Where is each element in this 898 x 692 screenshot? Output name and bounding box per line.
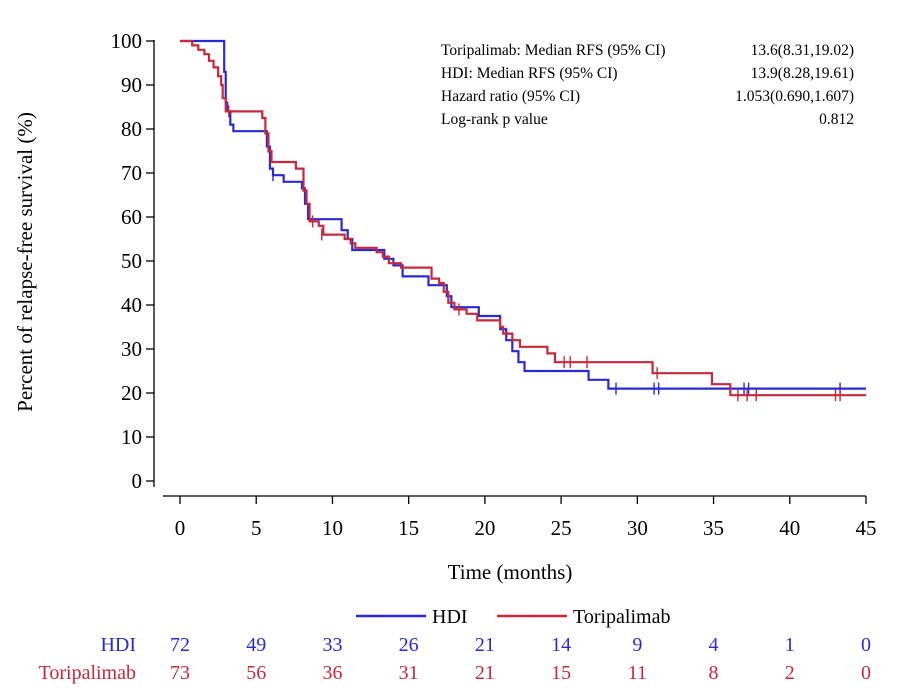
risk-row-label-hdi: HDI [100, 634, 136, 656]
risk-count-hdi: 72 [170, 634, 190, 656]
risk-count-toripalimab: 56 [246, 662, 266, 684]
x-tick-label: 15 [398, 516, 419, 540]
stat-label-3: Hazard ratio (95% CI) [441, 88, 580, 105]
stat-value-3: 1.053(0.690,1.607) [735, 88, 854, 105]
y-tick-label: 60 [121, 205, 142, 229]
y-tick-label: 50 [121, 249, 142, 273]
km-curve-toripalimab [180, 39, 866, 397]
x-ticks: 0 5 10 15 20 25 30 35 40 45 [175, 496, 877, 540]
x-tick-label: 35 [703, 516, 724, 540]
y-tick-label: 90 [121, 73, 142, 97]
risk-row-label-toripalimab: Toripalimab [39, 662, 136, 684]
y-tick-label: 20 [121, 381, 142, 405]
x-tick-label: 25 [551, 516, 572, 540]
legend: HDI Toripalimab [356, 606, 670, 628]
x-tick-label: 30 [627, 516, 648, 540]
risk-count-toripalimab: 21 [475, 662, 495, 684]
stat-value-1: 13.6(8.31,19.02) [751, 42, 854, 59]
y-tick-label: 30 [121, 337, 142, 361]
x-tick-label: 20 [474, 516, 495, 540]
risk-count-hdi: 0 [861, 634, 871, 656]
risk-count-hdi: 9 [632, 634, 642, 656]
risk-count-toripalimab: 0 [861, 662, 871, 684]
risk-count-hdi: 14 [551, 634, 571, 656]
y-ticks: 0 10 20 30 40 50 60 70 80 90 100 [111, 29, 154, 493]
stat-label-2: HDI: Median RFS (95% CI) [441, 65, 618, 82]
risk-count-toripalimab: 31 [399, 662, 419, 684]
x-axis-title: Time (months) [448, 560, 573, 584]
risk-count-toripalimab: 2 [785, 662, 795, 684]
risk-count-hdi: 1 [785, 634, 795, 656]
x-tick-label: 10 [322, 516, 343, 540]
risk-count-hdi: 21 [475, 634, 495, 656]
risk-count-hdi: 26 [399, 634, 419, 656]
x-tick-label: 5 [251, 516, 262, 540]
stat-label-1: Toripalimab: Median RFS (95% CI) [441, 42, 666, 59]
y-axis-title: Percent of relapse-free survival (%) [13, 112, 37, 412]
y-tick-label: 40 [121, 293, 142, 317]
risk-count-toripalimab: 11 [628, 662, 647, 684]
risk-count-toripalimab: 8 [709, 662, 719, 684]
risk-count-hdi: 49 [246, 634, 266, 656]
stat-value-4: 0.812 [819, 111, 854, 128]
y-tick-label: 80 [121, 117, 142, 141]
stat-label-4: Log-rank p value [441, 111, 548, 128]
x-tick-label: 0 [175, 516, 186, 540]
y-tick-label: 100 [111, 29, 143, 53]
risk-count-hdi: 4 [709, 634, 719, 656]
km-curve-hdi [180, 39, 866, 390]
risk-count-hdi: 33 [322, 634, 342, 656]
x-tick-label: 45 [856, 516, 877, 540]
risk-count-toripalimab: 73 [170, 662, 190, 684]
legend-label-hdi: HDI [432, 606, 468, 628]
x-tick-label: 40 [779, 516, 800, 540]
risk-count-toripalimab: 36 [322, 662, 342, 684]
axes: 0 10 20 30 40 50 60 70 80 90 100 0 5 10 15 20 25 30 35 40 4… [111, 29, 877, 540]
stats-box: Toripalimab: Median RFS (95% CI) 13.6(8.… [441, 42, 854, 128]
y-tick-label: 70 [121, 161, 142, 185]
legend-label-toripalimab: Toripalimab [573, 606, 670, 628]
y-tick-label: 0 [132, 469, 143, 493]
risk-count-toripalimab: 15 [551, 662, 571, 684]
survival-curves [180, 39, 866, 402]
y-tick-label: 10 [121, 425, 142, 449]
number-at-risk-table: HDI Toripalimab 72 49 33 26 21 14 9 4 1 0 73 56 36 31… [39, 634, 871, 684]
stat-value-2: 13.9(8.28,19.61) [751, 65, 854, 82]
